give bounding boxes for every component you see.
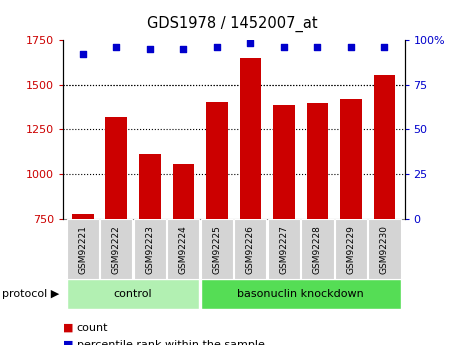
Bar xyxy=(72,214,94,219)
Bar xyxy=(173,164,194,219)
Bar xyxy=(268,219,300,279)
Point xyxy=(113,44,120,50)
Bar xyxy=(134,219,166,279)
Bar xyxy=(273,105,295,219)
Text: control: control xyxy=(114,289,153,299)
Bar xyxy=(301,219,333,279)
Text: GDS1978 / 1452007_at: GDS1978 / 1452007_at xyxy=(147,16,318,32)
Bar xyxy=(100,219,133,279)
Point xyxy=(280,44,288,50)
Bar xyxy=(67,219,99,279)
Text: ■: ■ xyxy=(63,340,73,345)
Text: GSM92222: GSM92222 xyxy=(112,225,121,274)
Text: count: count xyxy=(77,323,108,333)
Text: ■: ■ xyxy=(63,323,73,333)
Point xyxy=(381,44,388,50)
Text: GSM92224: GSM92224 xyxy=(179,225,188,274)
Point xyxy=(179,46,187,51)
Bar xyxy=(239,58,261,219)
Point xyxy=(247,40,254,46)
Bar xyxy=(167,219,199,279)
Bar xyxy=(106,117,127,219)
Bar xyxy=(206,102,228,219)
Text: GSM92225: GSM92225 xyxy=(213,225,221,274)
Text: percentile rank within the sample: percentile rank within the sample xyxy=(77,340,265,345)
Text: GSM92230: GSM92230 xyxy=(380,225,389,274)
Bar xyxy=(67,279,199,309)
Text: GSM92229: GSM92229 xyxy=(346,225,355,274)
Point xyxy=(213,44,220,50)
Bar xyxy=(368,219,400,279)
Bar xyxy=(373,75,395,219)
Text: basonuclin knockdown: basonuclin knockdown xyxy=(237,289,364,299)
Point xyxy=(347,44,355,50)
Point xyxy=(314,44,321,50)
Point xyxy=(79,51,86,57)
Bar xyxy=(201,219,233,279)
Text: protocol ▶: protocol ▶ xyxy=(2,289,60,299)
Bar xyxy=(335,219,367,279)
Text: GSM92226: GSM92226 xyxy=(246,225,255,274)
Text: GSM92223: GSM92223 xyxy=(146,225,154,274)
Text: GSM92228: GSM92228 xyxy=(313,225,322,274)
Bar xyxy=(234,219,266,279)
Bar xyxy=(139,155,161,219)
Bar xyxy=(340,99,362,219)
Text: GSM92227: GSM92227 xyxy=(279,225,288,274)
Bar xyxy=(201,279,400,309)
Point xyxy=(146,46,153,51)
Bar xyxy=(306,104,328,219)
Text: GSM92221: GSM92221 xyxy=(79,225,87,274)
